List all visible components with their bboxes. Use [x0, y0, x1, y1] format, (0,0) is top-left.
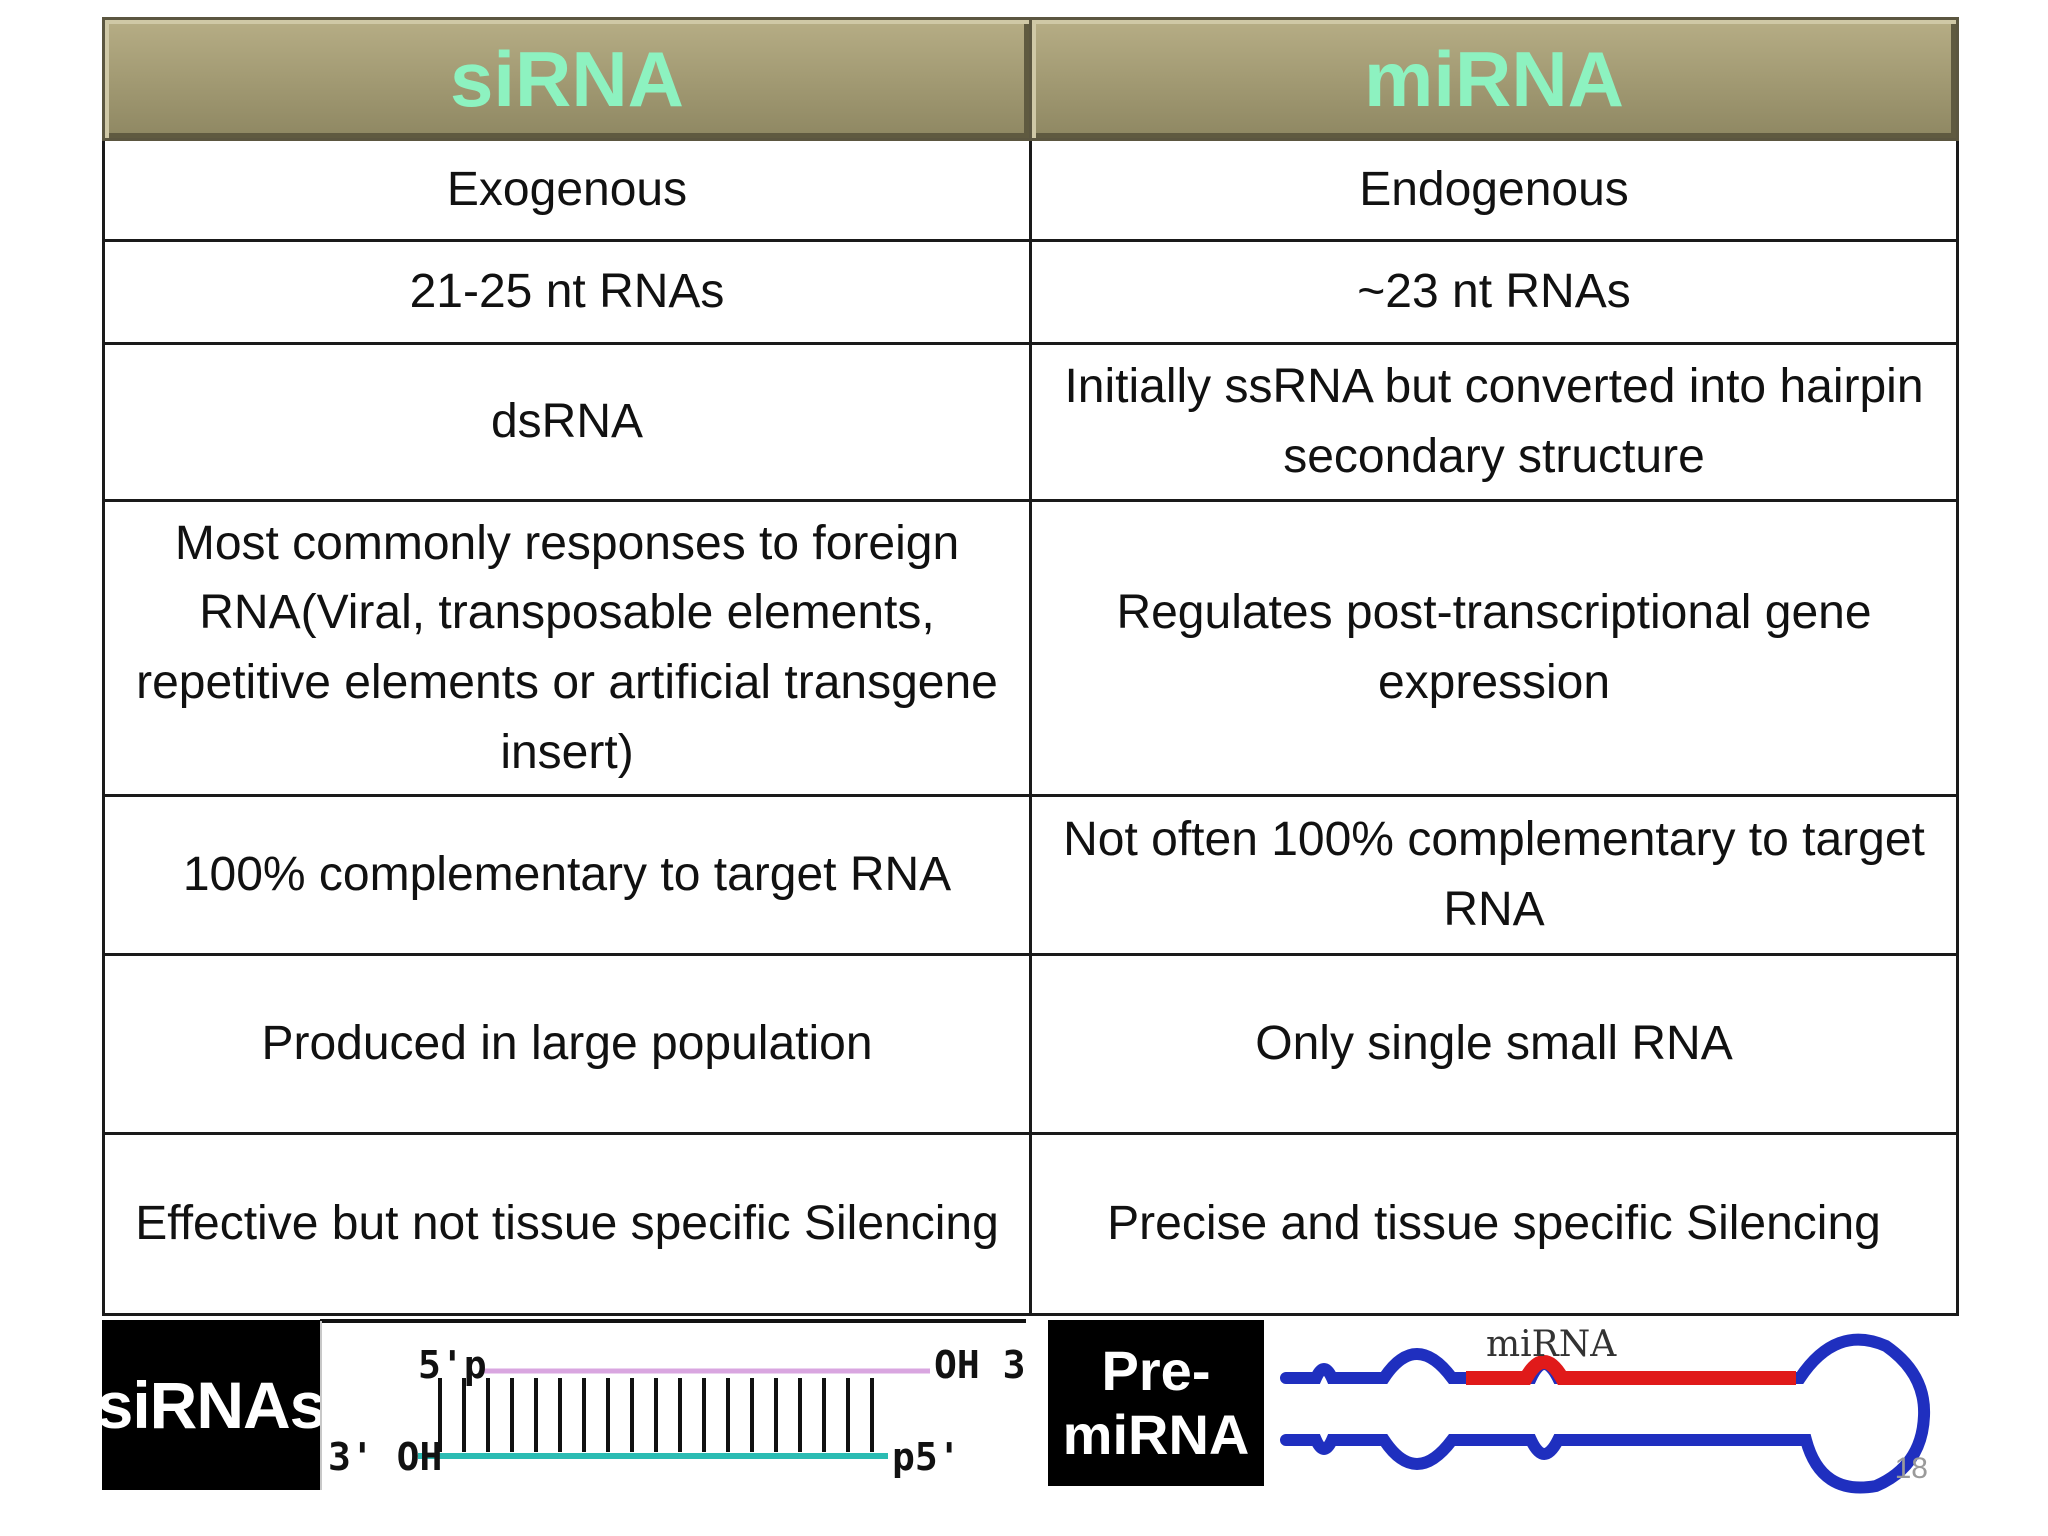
header-mirna: miRNA	[1029, 17, 1959, 141]
hairpin-structure	[1280, 1333, 1931, 1494]
label-oh3-top: OH 3'	[934, 1343, 1026, 1387]
pre-mirna-label: Pre- miRNA	[1048, 1320, 1264, 1486]
cell-sirna-function: Most commonly responses to foreign RNA(V…	[102, 499, 1032, 797]
page-number: 18	[1894, 1452, 1928, 1485]
table-row: Most commonly responses to foreign RNA(V…	[102, 499, 1959, 797]
cell-mirna-origin: Endogenous	[1029, 138, 1959, 242]
comparison-table: siRNA miRNA Exogenous Endogenous 21-25 n…	[102, 17, 1959, 1316]
mirna-segment	[1466, 1355, 1796, 1385]
cell-sirna-origin: Exogenous	[102, 138, 1032, 242]
cell-sirna-structure: dsRNA	[102, 342, 1032, 502]
pre-mirna-label-line1: Pre-	[1101, 1338, 1211, 1402]
cell-mirna-length: ~23 nt RNAs	[1029, 239, 1959, 345]
cell-mirna-function: Regulates post-transcriptional gene expr…	[1029, 499, 1959, 797]
table-row: Effective but not tissue specific Silenc…	[102, 1132, 1959, 1316]
table-row: 100% complementary to target RNA Not oft…	[102, 794, 1959, 956]
cell-mirna-silencing: Precise and tissue specific Silencing	[1029, 1132, 1959, 1316]
cell-mirna-structure: Initially ssRNA but converted into hairp…	[1029, 342, 1959, 502]
table-row: dsRNA Initially ssRNA but converted into…	[102, 342, 1959, 502]
sirna-duplex-diagram: 5'p OH 3' 3' OH p5'	[318, 1318, 1048, 1490]
cell-sirna-length: 21-25 nt RNAs	[102, 239, 1032, 345]
cell-mirna-population: Only single small RNA	[1029, 953, 1959, 1135]
table-row: Produced in large population Only single…	[102, 953, 1959, 1135]
cell-sirna-complementarity: 100% complementary to target RNA	[102, 794, 1032, 956]
cell-sirna-population: Produced in large population	[102, 953, 1032, 1135]
table-header-row: siRNA miRNA	[102, 17, 1959, 141]
table-row: 21-25 nt RNAs ~23 nt RNAs	[102, 239, 1959, 345]
pre-mirna-label-line2: miRNA	[1062, 1403, 1250, 1466]
cell-sirna-silencing: Effective but not tissue specific Silenc…	[102, 1132, 1032, 1316]
header-sirna: siRNA	[102, 17, 1032, 141]
pre-mirna-hairpin-diagram: miRNA	[1276, 1316, 1936, 1496]
label-3oh-bottom: 3' OH	[328, 1435, 442, 1479]
table-row: Exogenous Endogenous	[102, 138, 1959, 242]
base-pair-lines	[438, 1378, 874, 1452]
cell-mirna-complementarity: Not often 100% complementary to target R…	[1029, 794, 1959, 956]
label-p5-bottom: p5'	[892, 1435, 961, 1479]
mirna-annotation: miRNA	[1486, 1324, 1617, 1365]
label-5p-top: 5'p	[418, 1343, 487, 1387]
sirnas-label: siRNAs	[97, 1320, 326, 1490]
